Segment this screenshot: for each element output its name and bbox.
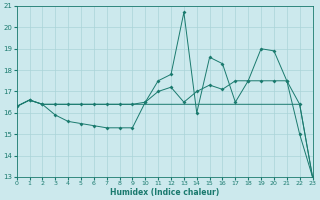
X-axis label: Humidex (Indice chaleur): Humidex (Indice chaleur): [110, 188, 219, 197]
